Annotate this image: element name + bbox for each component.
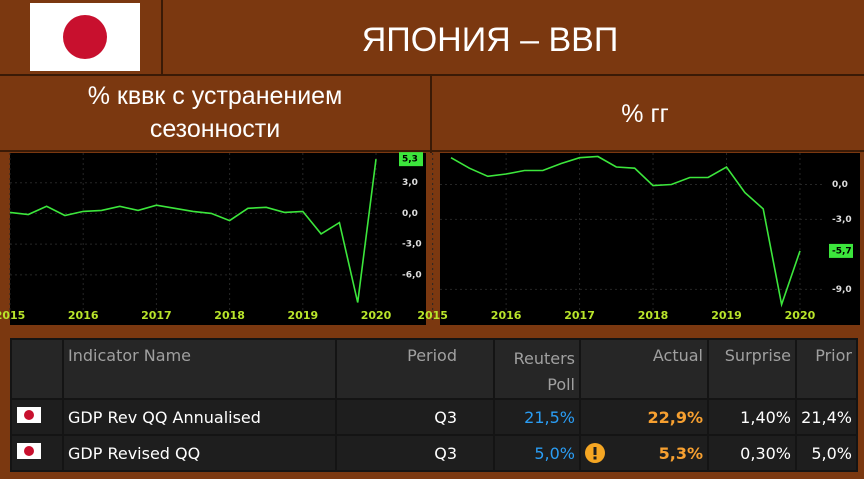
value-label-bg (399, 152, 423, 167)
cell: GDP Revised QQ (64, 436, 335, 470)
flag-cell (12, 436, 62, 470)
column-header: Surprise (709, 340, 795, 398)
x-tick-label: 2020 (785, 309, 816, 322)
page-title: ЯПОНИЯ – ВВП (361, 21, 619, 59)
flag-cell (12, 400, 62, 434)
value-label-bg (829, 243, 853, 258)
indicator-table: Indicator Name Period Reuters Poll Actua… (10, 338, 858, 472)
x-tick-label: 2015 (417, 309, 448, 322)
cell: 5,3% (581, 436, 707, 470)
cell: GDP Rev QQ Annualised (64, 400, 335, 434)
column-header: Indicator Name (64, 340, 335, 398)
cell: 5,0% (495, 436, 579, 470)
chart-title: % кввк с устранением сезонности (87, 82, 343, 143)
y-tick-label: 0,0 (832, 180, 848, 190)
data-line (450, 155, 801, 308)
x-tick-label: 2017 (564, 309, 595, 322)
y-tick-label: 3,0 (402, 178, 418, 188)
flag-icon (17, 443, 41, 459)
x-tick-label: 2015 (0, 309, 25, 322)
x-tick-label: 2019 (711, 309, 742, 322)
x-tick-label: 2016 (491, 309, 522, 322)
x-tick-label: 2017 (141, 309, 172, 322)
cell-text: 5,3% (658, 443, 703, 463)
column-header: Period (337, 340, 493, 398)
cell: 21,5% (495, 400, 579, 434)
column-header: Prior (797, 340, 856, 398)
cell: Q3 (337, 400, 493, 434)
cell: 5,0% (797, 436, 856, 470)
x-tick-label: 2016 (68, 309, 99, 322)
cell: 22,9% (581, 400, 707, 434)
cell: Q3 (337, 436, 493, 470)
y-tick-label: -6,0 (402, 270, 422, 280)
y-tick-label: -9,0 (832, 285, 852, 295)
x-tick-label: 2020 (361, 309, 392, 322)
x-tick-label: 2019 (288, 309, 319, 322)
flag-icon (17, 407, 41, 423)
flag-cell (12, 340, 62, 398)
column-header: Actual (581, 340, 707, 398)
data-line (9, 158, 377, 303)
value-label: 5,3 (402, 155, 418, 165)
cell: 21,4% (797, 400, 856, 434)
value-label: -5,7 (832, 246, 852, 256)
chart-title: % гг (621, 100, 669, 128)
column-header: Reuters Poll (495, 340, 579, 398)
y-tick-label: 0,0 (402, 209, 418, 219)
cell: 0,30% (709, 436, 795, 470)
x-tick-label: 2018 (638, 309, 669, 322)
x-tick-label: 2018 (214, 309, 245, 322)
y-tick-label: -3,0 (832, 215, 852, 225)
y-tick-label: -3,0 (402, 240, 422, 250)
cell: 1,40% (709, 400, 795, 434)
alert-icon (585, 443, 605, 463)
japan-flag (30, 3, 140, 71)
